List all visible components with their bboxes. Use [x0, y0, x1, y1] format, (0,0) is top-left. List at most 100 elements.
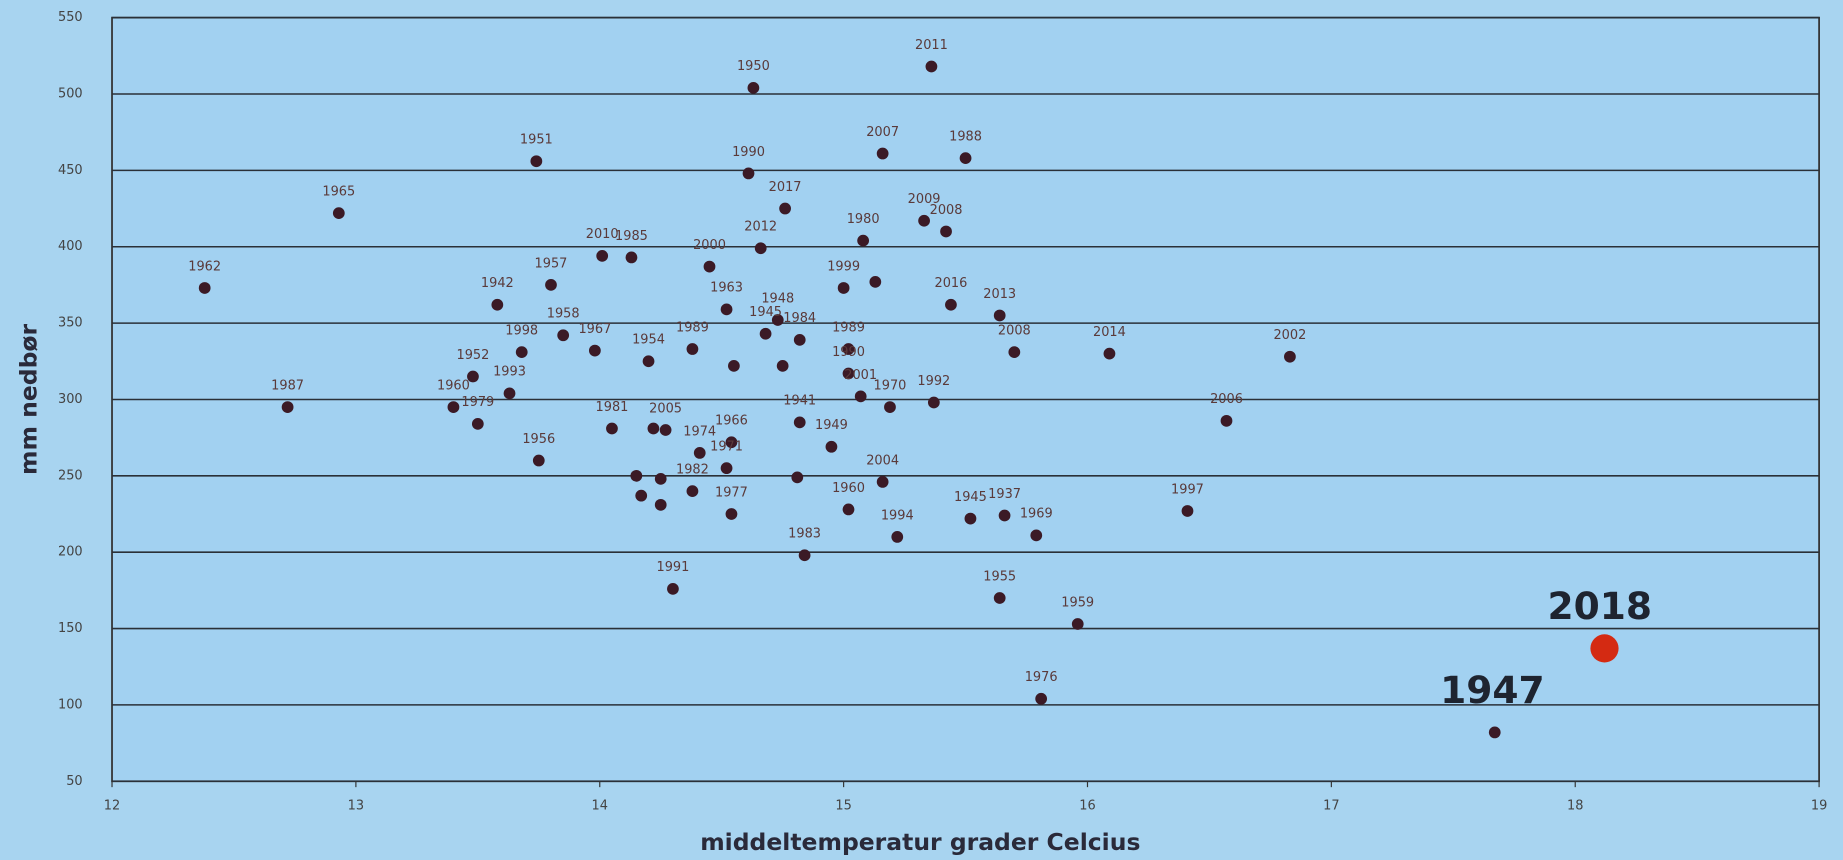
scatter-point	[838, 282, 850, 294]
scatter-point	[606, 423, 618, 435]
scatter-point	[891, 531, 903, 543]
scatter-point	[660, 424, 672, 436]
scatter-point	[687, 485, 699, 497]
y-tick-label: 300	[58, 392, 83, 407]
point-label: 2005	[649, 401, 682, 416]
point-label: 1997	[1171, 482, 1204, 497]
scatter-point	[704, 261, 716, 273]
y-tick-label: 400	[58, 239, 83, 254]
point-label: 2011	[915, 38, 948, 53]
scatter-point	[635, 490, 647, 502]
scatter-point	[1072, 618, 1084, 630]
scatter-point	[1221, 415, 1233, 427]
point-label: 2004	[866, 453, 899, 468]
point-label: 1963	[710, 281, 743, 296]
scatter-point	[777, 360, 789, 372]
point-label: 1991	[656, 560, 689, 575]
point-label: 1985	[615, 229, 648, 244]
point-label: 2017	[769, 180, 802, 195]
scatter-point	[596, 250, 608, 262]
scatter-point	[826, 441, 838, 453]
point-label: 1958	[547, 307, 580, 322]
scatter-point	[926, 61, 938, 73]
point-label: 1974	[683, 424, 716, 439]
point-label: 1955	[983, 569, 1016, 584]
scatter-point	[655, 473, 667, 485]
scatter-point	[557, 329, 569, 341]
scatter-point	[643, 355, 655, 367]
point-label: 2013	[983, 287, 1016, 302]
point-label: 2002	[1273, 328, 1306, 343]
point-label: 1998	[505, 323, 538, 338]
scatter-point	[884, 401, 896, 413]
x-tick-label: 19	[1811, 798, 1827, 813]
scatter-point	[928, 397, 940, 409]
scatter-point	[743, 168, 755, 180]
x-tick-label: 16	[1079, 798, 1095, 813]
scatter-point	[282, 401, 294, 413]
y-tick-label: 100	[58, 697, 83, 712]
scatter-point	[1284, 351, 1296, 363]
scatter-point	[333, 207, 345, 219]
point-label: 1987	[271, 378, 304, 393]
scatter-point	[857, 235, 869, 247]
point-label: 1970	[874, 378, 907, 393]
scatter-point	[530, 155, 542, 167]
point-label: 1960	[437, 378, 470, 393]
point-label: 2014	[1093, 325, 1126, 340]
point-label: 2008	[930, 203, 963, 218]
point-label: 1962	[188, 259, 221, 274]
point-label: 1990	[832, 345, 865, 360]
scatter-point	[779, 203, 791, 215]
point-label: 1980	[847, 212, 880, 227]
point-label: 1947	[1440, 668, 1545, 712]
point-label: 1967	[578, 322, 611, 337]
scatter-point	[199, 282, 211, 294]
scatter-point	[960, 152, 972, 164]
y-tick-label: 350	[58, 316, 83, 331]
point-label: 1989	[832, 320, 865, 335]
point-label: 1960	[832, 481, 865, 496]
point-label: 1994	[881, 508, 914, 523]
point-label: 1951	[520, 133, 553, 148]
scatter-point	[794, 416, 806, 428]
scatter-point	[877, 148, 889, 160]
scatter-point	[994, 310, 1006, 322]
point-label: 1954	[632, 333, 665, 348]
scatter-point	[667, 583, 679, 595]
scatter-point	[694, 447, 706, 459]
scatter-point	[491, 299, 503, 311]
scatter-point	[1590, 634, 1618, 662]
scatter-point	[918, 215, 930, 227]
point-label: 1945	[954, 490, 987, 505]
scatter-point	[791, 471, 803, 483]
scatter-point	[999, 510, 1011, 522]
point-label: 1941	[783, 394, 816, 409]
point-label: 1966	[715, 414, 748, 429]
point-label: 2000	[693, 238, 726, 253]
scatter-point	[726, 508, 738, 520]
point-label: 1992	[917, 374, 950, 389]
scatter-point	[648, 423, 660, 435]
x-tick-label: 15	[835, 798, 851, 813]
point-label: 1993	[493, 365, 526, 380]
point-label: 2012	[744, 220, 777, 235]
scatter-point	[545, 279, 557, 291]
scatter-point	[630, 470, 642, 482]
scatter-point	[748, 82, 760, 94]
point-label: 1982	[676, 462, 709, 477]
scatter-point	[855, 391, 867, 403]
x-tick-label: 17	[1323, 798, 1339, 813]
scatter-point	[728, 360, 740, 372]
point-label: 1989	[676, 320, 709, 335]
x-tick-label: 14	[592, 798, 608, 813]
x-tick-label: 18	[1567, 798, 1583, 813]
scatter-point	[1008, 346, 1020, 358]
x-axis-title: middeltemperatur grader Celcius	[700, 828, 1140, 856]
point-label: 1950	[737, 59, 770, 74]
scatter-point	[626, 252, 638, 264]
point-label: 1977	[715, 485, 748, 500]
point-label: 1945	[749, 305, 782, 320]
point-label: 1999	[827, 259, 860, 274]
point-label: 1949	[815, 418, 848, 433]
